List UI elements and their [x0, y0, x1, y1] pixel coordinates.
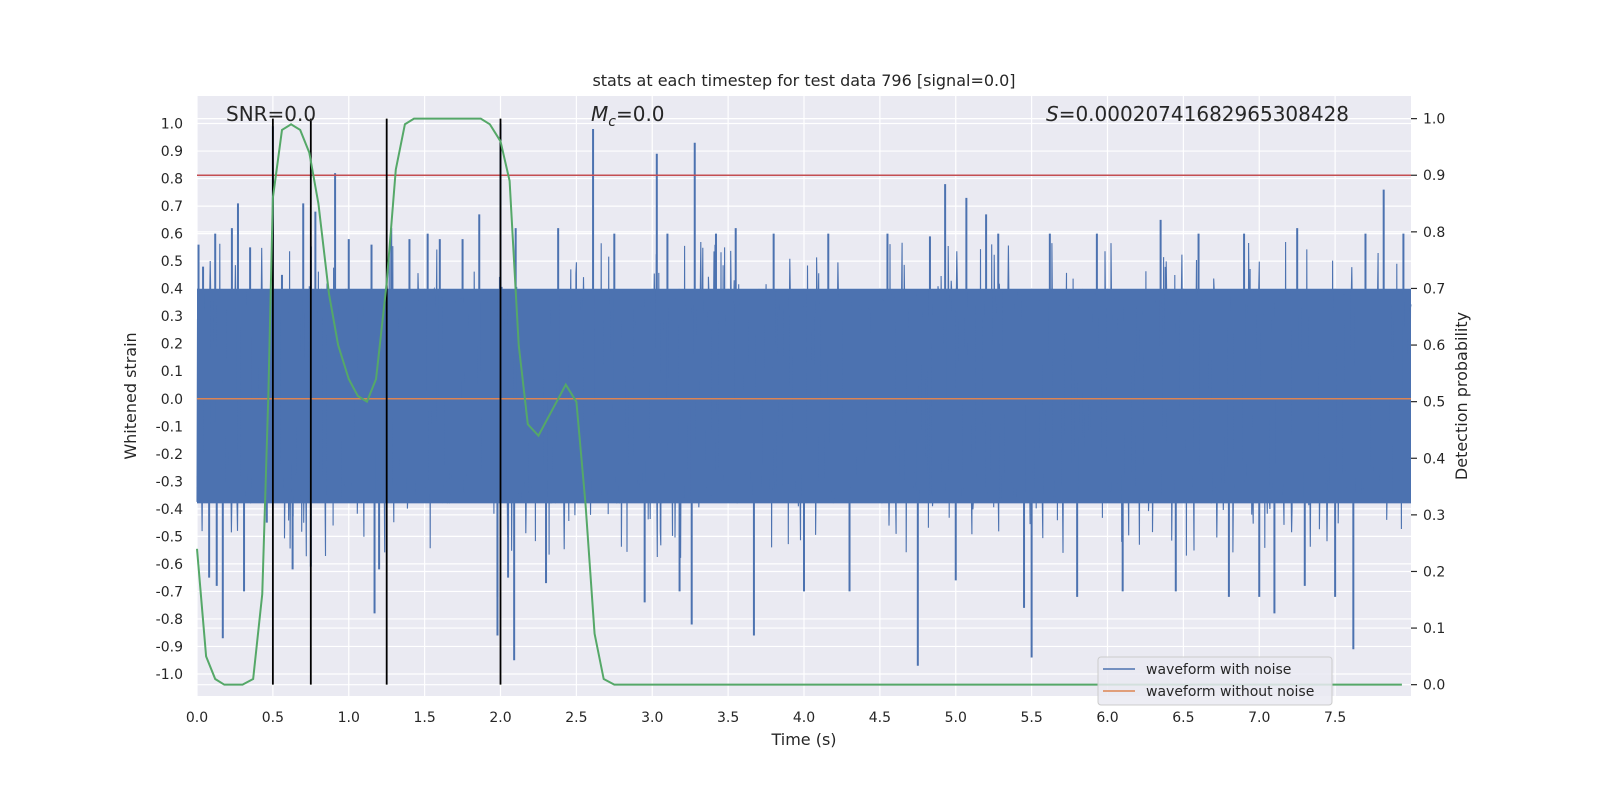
- series-waveform-with-noise: [196, 123, 1412, 666]
- y-left-tick-label: 0.7: [161, 199, 183, 215]
- chirp-mass-value: =0.0: [616, 102, 665, 126]
- y-left-tick-label: 0.6: [161, 227, 183, 243]
- vertical-markers: [271, 118, 502, 685]
- y-left-axis-ticks: 1.0 0.9 0.8 0.7 0.6 0.5 0.4 0.3 0.2 0.1 0.0 -0.1 -0.…: [156, 117, 183, 683]
- y-right-axis-label: Detection probability: [1452, 312, 1471, 480]
- legend-box: [1097, 656, 1333, 706]
- y-left-tick-label: -0.7: [156, 584, 183, 600]
- y-left-tick-label: 0.2: [161, 337, 183, 353]
- y-left-tick-label: 0.4: [161, 282, 183, 298]
- y-right-tick-label: 1.0: [1423, 112, 1445, 128]
- x-tick-label: 0.0: [186, 710, 208, 726]
- chirp-mass-symbol: M: [591, 102, 608, 126]
- x-tick-label: 6.5: [1172, 710, 1194, 726]
- y-right-tick-label: 0.7: [1423, 281, 1445, 297]
- y-right-tick-label: 0.8: [1423, 225, 1445, 241]
- legend-label-clean: waveform without noise: [1146, 684, 1314, 700]
- y-left-tick-label: 0.1: [161, 364, 183, 380]
- legend: waveform with noise waveform without noi…: [1097, 656, 1333, 706]
- score-symbol: S: [1046, 102, 1059, 126]
- x-tick-label: 1.0: [338, 710, 360, 726]
- legend-label-noise: waveform with noise: [1146, 662, 1291, 678]
- x-tick-label: 1.5: [413, 710, 435, 726]
- chart-title: stats at each timestep for test data 796…: [592, 71, 1015, 90]
- y-right-tick-label: 0.0: [1423, 678, 1445, 694]
- x-tick-label: 7.5: [1324, 710, 1346, 726]
- x-tick-label: 2.0: [489, 710, 511, 726]
- noise-trace: [196, 241, 1412, 558]
- x-tick-label: 0.5: [262, 710, 284, 726]
- y-right-axis-ticks: 1.0 0.9 0.8 0.7 0.6 0.5 0.4 0.3 0.2 0.1 0.0: [1411, 112, 1445, 694]
- y-right-tick-label: 0.6: [1423, 338, 1445, 354]
- y-right-tick-label: 0.9: [1423, 168, 1445, 184]
- x-tick-label: 5.5: [1020, 710, 1042, 726]
- score-value: =0.00020741682965308428: [1059, 102, 1349, 126]
- x-axis-label: Time (s): [770, 730, 836, 749]
- y-left-tick-label: -0.3: [156, 474, 183, 490]
- x-tick-label: 3.5: [717, 710, 739, 726]
- y-right-tick-label: 0.4: [1423, 451, 1445, 467]
- y-left-tick-label: -0.2: [156, 447, 183, 463]
- probability-trace: [196, 117, 1402, 686]
- x-tick-label: 4.5: [869, 710, 891, 726]
- x-axis-ticks: 0.0 0.5 1.0 1.5 2.0 2.5 3.0 3.5 4.0 4.5 5.0 5.5 6.0 6…: [186, 710, 1346, 726]
- y-left-tick-label: -0.6: [156, 557, 183, 573]
- y-left-tick-label: -0.8: [156, 612, 183, 628]
- y-right-tick-label: 0.2: [1423, 564, 1445, 580]
- chirp-mass-subscript: c: [608, 114, 616, 130]
- y-left-tick-label: -0.1: [156, 419, 183, 435]
- y-left-tick-label: -0.5: [156, 529, 183, 545]
- y-right-tick-label: 0.5: [1423, 395, 1445, 411]
- y-left-tick-label: -0.9: [156, 639, 183, 655]
- y-left-tick-label: 0.8: [161, 172, 183, 188]
- y-left-tick-label: 0.3: [161, 309, 183, 325]
- x-tick-label: 6.0: [1096, 710, 1118, 726]
- y-left-axis-label: Whitened strain: [121, 332, 140, 459]
- y-left-tick-label: 1.0: [161, 117, 183, 133]
- score-annotation: S=0.00020741682965308428: [1046, 102, 1349, 126]
- y-left-tick-label: -1.0: [156, 667, 183, 683]
- y-left-tick-label: 0.9: [161, 144, 183, 160]
- x-tick-label: 4.0: [793, 710, 815, 726]
- x-tick-label: 2.5: [565, 710, 587, 726]
- x-tick-label: 5.0: [945, 710, 967, 726]
- snr-annotation: SNR=0.0: [226, 102, 316, 126]
- series-detection-probability: [196, 117, 1402, 686]
- x-tick-label: 7.0: [1248, 710, 1270, 726]
- y-right-tick-label: 0.1: [1423, 621, 1445, 637]
- y-left-tick-label: 0.0: [161, 392, 183, 408]
- y-left-tick-label: 0.5: [161, 254, 183, 270]
- y-right-tick-label: 0.3: [1423, 508, 1445, 524]
- x-tick-label: 3.0: [641, 710, 663, 726]
- chirp-mass-annotation: Mc=0.0: [591, 102, 665, 130]
- y-left-tick-label: -0.4: [156, 502, 183, 518]
